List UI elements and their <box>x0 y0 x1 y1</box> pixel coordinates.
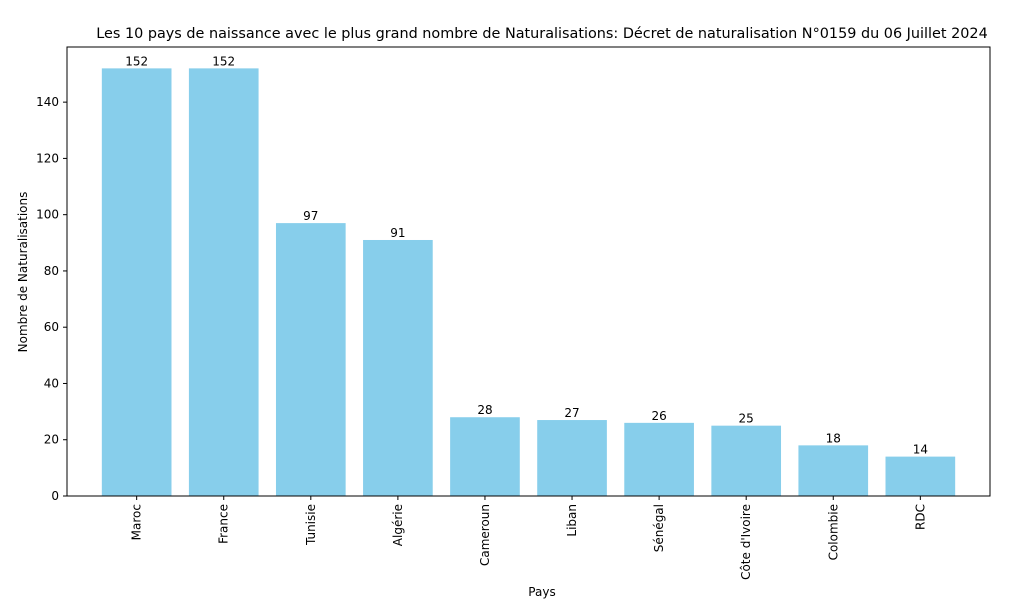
x-tick-label: RDC <box>913 504 927 530</box>
bar-3 <box>363 239 433 497</box>
bar-6 <box>624 422 694 496</box>
bars-group <box>101 68 956 497</box>
y-axis-label: Nombre de Naturalisations <box>16 192 30 353</box>
bar-value-label: 152 <box>125 54 148 68</box>
x-tick-label: Maroc <box>130 504 144 540</box>
bar-value-label: 26 <box>651 409 666 423</box>
y-tick-label: 60 <box>44 320 59 334</box>
bar-7 <box>711 425 782 496</box>
y-tick-label: 100 <box>36 208 59 222</box>
plot-frame <box>66 46 991 497</box>
y-tick-label: 20 <box>44 433 59 447</box>
x-tick-label: Liban <box>565 504 579 537</box>
bar-value-label: 27 <box>564 406 579 420</box>
x-tick-label: Algérie <box>391 504 405 546</box>
bar-0 <box>101 68 172 496</box>
bar-value-label: 18 <box>826 431 841 445</box>
y-tick-label: 80 <box>44 264 59 278</box>
bar-5 <box>537 420 607 496</box>
bar-1 <box>188 68 259 496</box>
bar-4 <box>450 417 520 496</box>
bar-2 <box>275 223 346 497</box>
bar-9 <box>885 456 956 496</box>
bar-8 <box>798 445 869 496</box>
bar-value-label: 91 <box>390 226 405 240</box>
bar-value-label: 152 <box>212 54 235 68</box>
y-tick-label: 120 <box>36 151 59 165</box>
x-tick-label: Sénégal <box>652 504 666 552</box>
x-tick-label: Colombie <box>826 504 840 560</box>
bar-value-label: 25 <box>739 412 754 426</box>
y-tick-label: 140 <box>36 95 59 109</box>
x-axis-label: Pays <box>528 585 555 599</box>
bar-value-label: 97 <box>303 209 318 223</box>
x-tick-label: Côte d'Ivoire <box>739 504 753 580</box>
bar-value-label: 28 <box>477 403 492 417</box>
chart-title: Les 10 pays de naissance avec le plus gr… <box>96 26 987 42</box>
x-tick-label: Tunisie <box>304 504 318 546</box>
y-tick-label: 0 <box>51 489 59 503</box>
x-axis-ticks: Maroc France Tunisie Algérie Cameroun Liban Sé… <box>130 496 927 580</box>
bar-labels-group: 152 152 97 91 28 27 26 25 18 14 <box>125 54 928 456</box>
bar-value-label: 14 <box>913 443 928 457</box>
y-axis-ticks: 0 20 40 60 80 100 120 140 <box>36 95 67 503</box>
x-tick-label: Cameroun <box>478 504 492 566</box>
x-tick-label: France <box>217 504 231 544</box>
y-tick-label: 40 <box>44 376 59 390</box>
